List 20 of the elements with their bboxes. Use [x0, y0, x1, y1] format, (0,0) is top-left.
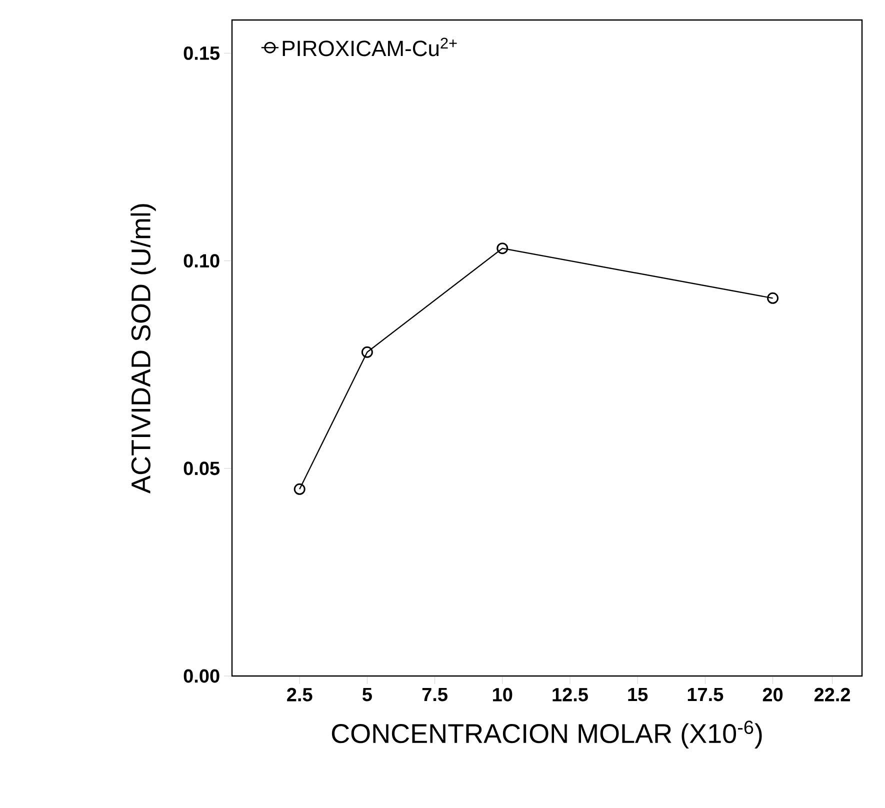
x-axis-title: CONCENTRACION MOLAR (X10$^{-6}$)	[332, 720, 762, 748]
x-tick-label: 12.5	[552, 688, 588, 702]
y-axis-title: ACTIVIDAD SOD (U/ml)	[130, 204, 156, 494]
point	[767, 292, 779, 304]
y-tick-label: 0.15	[184, 46, 220, 60]
x-tick-label: 20	[762, 688, 783, 702]
y-tick-label: 0.00	[184, 669, 220, 683]
x-tick-label: 2.5	[287, 688, 312, 702]
point	[361, 346, 373, 358]
y-tick-label: 0.10	[184, 254, 220, 268]
legend-label: PIROXICAM-Cu$^{2+}$	[282, 38, 457, 56]
x-tick-label: 5	[362, 688, 372, 702]
point	[294, 483, 306, 495]
x-tick-label: 22.2	[814, 688, 850, 702]
x-tick-label: 17.5	[688, 688, 724, 702]
x-tick-label: 10	[493, 688, 512, 702]
x-tick-label: 15	[628, 688, 648, 702]
x-tick-label: 7.5	[422, 688, 448, 702]
point	[496, 242, 508, 254]
y-tick-label: 0.05	[184, 462, 220, 476]
